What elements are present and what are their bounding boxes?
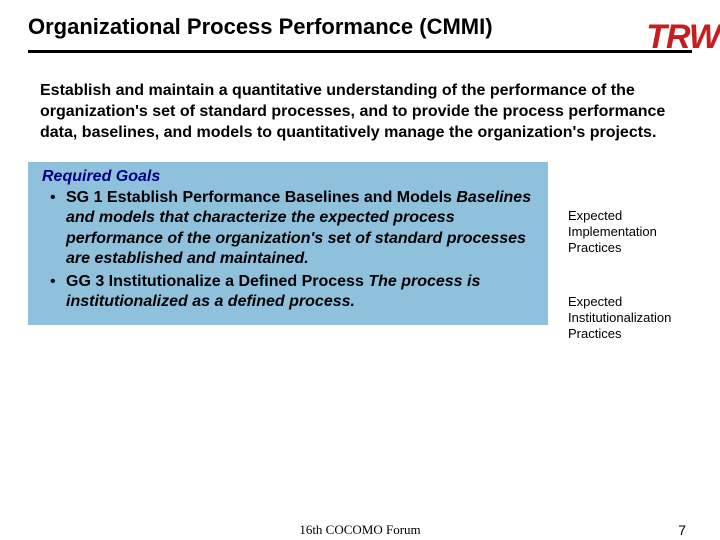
- logo-text: TRW: [646, 18, 720, 56]
- trw-logo: TRW: [646, 18, 720, 57]
- annotation-implementation: Expected Implementation Practices: [568, 208, 698, 257]
- goal-item-sg1: SG 1 Establish Performance Baselines and…: [42, 188, 538, 270]
- slide-title: Organizational Process Performance (CMMI…: [28, 14, 508, 40]
- goals-section: Required Goals SG 1 Establish Performanc…: [0, 162, 720, 325]
- goal-label: SG 1 Establish Performance Baselines and…: [66, 189, 452, 206]
- page-number: 7: [678, 522, 686, 538]
- footer-center-text: 16th COCOMO Forum: [299, 522, 420, 538]
- goal-label: GG 3 Institutionalize a Defined Process: [66, 273, 364, 290]
- slide-header: Organizational Process Performance (CMMI…: [0, 0, 720, 40]
- annotation-institutionalization: Expected Institutionalization Practices: [568, 294, 698, 343]
- goals-box: Required Goals SG 1 Establish Performanc…: [28, 162, 548, 325]
- goal-item-gg3: GG 3 Institutionalize a Defined Process …: [42, 272, 538, 313]
- goals-heading: Required Goals: [42, 168, 538, 186]
- intro-paragraph: Establish and maintain a quantitative un…: [40, 81, 680, 143]
- title-rule: [28, 50, 692, 53]
